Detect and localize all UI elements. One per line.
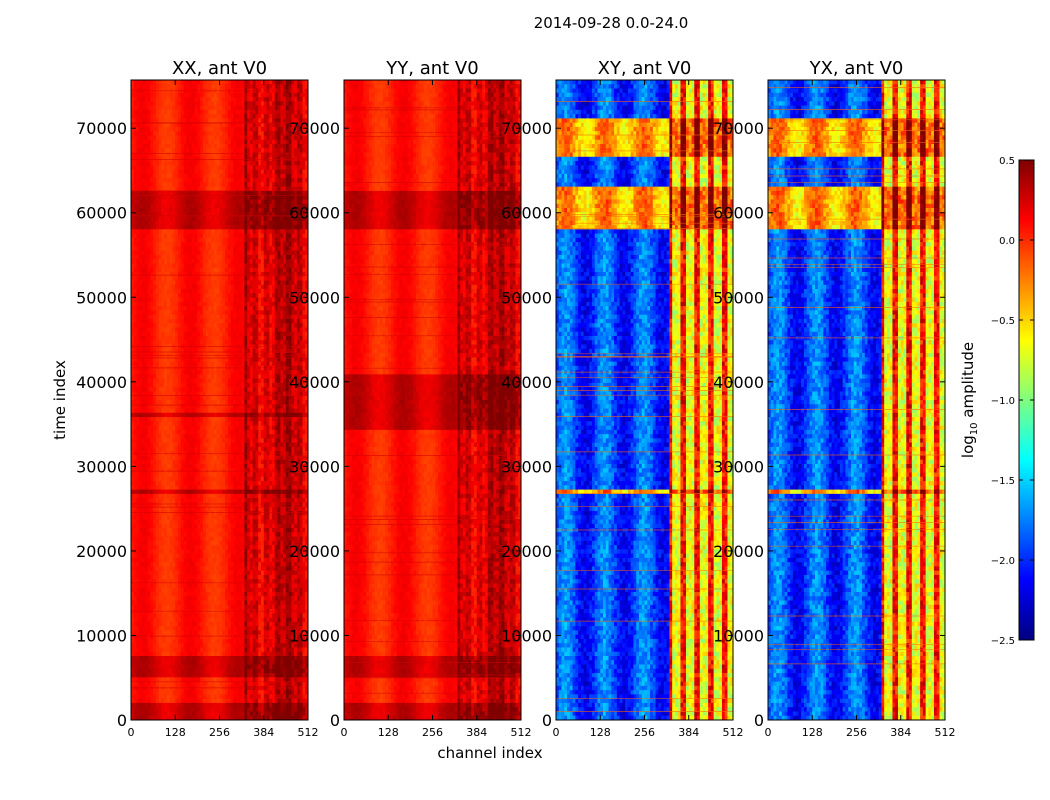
heatmap-cells [131, 80, 308, 720]
y-tick-label: 0 [754, 711, 764, 730]
heatmap-cells [768, 80, 945, 720]
y-tick-label: 10000 [713, 626, 764, 645]
y-tick-label: 50000 [76, 288, 127, 307]
y-tick-label: 40000 [713, 373, 764, 392]
y-tick-label: 50000 [713, 288, 764, 307]
y-tick-label: 70000 [501, 119, 552, 138]
y-tick-label: 10000 [289, 626, 340, 645]
y-tick-label: 70000 [713, 119, 764, 138]
colorbar-label: log10 amplitude [959, 342, 980, 458]
x-tick-label: 384 [890, 726, 911, 739]
y-tick-label: 20000 [501, 542, 552, 561]
panel-title: YY, ant V0 [385, 58, 478, 79]
colorbar-tick-label: 0.5 [999, 156, 1015, 167]
colorbar-tick-label: −0.5 [991, 316, 1015, 327]
x-tick-label: 128 [802, 726, 823, 739]
y-tick-label: 10000 [501, 626, 552, 645]
panel-3: XY, ant V0 0 128 256 384 512 0 10000 20000 30000 4… [501, 58, 743, 739]
colorbar-tick-label: −2.0 [991, 556, 1015, 567]
y-tick-label: 0 [542, 711, 552, 730]
colorbar: 0.5 0.0 −0.5 −1.0 −1.5 −2.0 −2.5 log10 amplitud… [959, 156, 1035, 647]
x-tick-label: 256 [422, 726, 443, 739]
x-tick-label: 512 [298, 726, 319, 739]
colorbar-tick-label: −1.5 [991, 476, 1015, 487]
y-tick-label: 30000 [76, 457, 127, 476]
y-tick-label: 30000 [713, 457, 764, 476]
y-tick-label: 30000 [289, 457, 340, 476]
x-tick-label: 512 [935, 726, 956, 739]
x-tick-label: 0 [553, 726, 560, 739]
y-tick-label: 20000 [289, 542, 340, 561]
x-tick-label: 384 [678, 726, 699, 739]
x-axis-label: channel index [437, 744, 542, 762]
y-tick-label: 70000 [289, 119, 340, 138]
y-tick-label: 60000 [76, 204, 127, 223]
y-tick-label: 40000 [501, 373, 552, 392]
y-tick-label: 60000 [713, 204, 764, 223]
heatmap-panels: XX, ant V0 0 128 256 384 512 0 10000 20000 30000 4… [76, 58, 955, 739]
x-tick-label: 256 [209, 726, 230, 739]
x-tick-label: 0 [128, 726, 135, 739]
y-tick-label: 60000 [501, 204, 552, 223]
panel-1: XX, ant V0 0 128 256 384 512 0 10000 20000 30000 4… [76, 58, 318, 739]
panel-4: YX, ant V0 0 128 256 384 512 0 10000 20000 30000 4… [713, 58, 955, 739]
y-tick-label: 50000 [289, 288, 340, 307]
colorbar-tick-label: −1.0 [991, 396, 1015, 407]
panel-title: YX, ant V0 [809, 58, 904, 79]
y-tick-label: 20000 [76, 542, 127, 561]
panel-2: YY, ant V0 0 128 256 384 512 0 10000 20000 30000 4… [289, 58, 531, 739]
y-tick-label: 10000 [76, 626, 127, 645]
x-tick-label: 512 [511, 726, 532, 739]
y-tick-label: 20000 [713, 542, 764, 561]
x-tick-label: 512 [723, 726, 744, 739]
y-axis-label: time index [51, 360, 69, 440]
x-tick-label: 128 [378, 726, 399, 739]
panel-title: XX, ant V0 [172, 58, 267, 79]
y-tick-label: 40000 [76, 373, 127, 392]
x-tick-label: 256 [846, 726, 867, 739]
x-tick-label: 384 [466, 726, 487, 739]
x-tick-label: 0 [341, 726, 348, 739]
colorbar-tick-label: 0.0 [999, 236, 1015, 247]
x-tick-label: 384 [253, 726, 274, 739]
heatmap-cells [556, 80, 733, 720]
y-tick-label: 30000 [501, 457, 552, 476]
y-tick-label: 50000 [501, 288, 552, 307]
y-tick-label: 40000 [289, 373, 340, 392]
y-tick-label: 70000 [76, 119, 127, 138]
colorbar-tick-label: −2.5 [991, 636, 1015, 647]
y-tick-label: 0 [330, 711, 340, 730]
panel-title: XY, ant V0 [598, 58, 692, 79]
x-tick-label: 0 [765, 726, 772, 739]
y-tick-label: 60000 [289, 204, 340, 223]
y-tick-label: 0 [117, 711, 127, 730]
heatmap-cells [344, 80, 521, 720]
x-tick-label: 128 [590, 726, 611, 739]
figure-title: 2014-09-28 0.0-24.0 [534, 14, 689, 32]
x-tick-label: 256 [634, 726, 655, 739]
x-tick-label: 128 [165, 726, 186, 739]
